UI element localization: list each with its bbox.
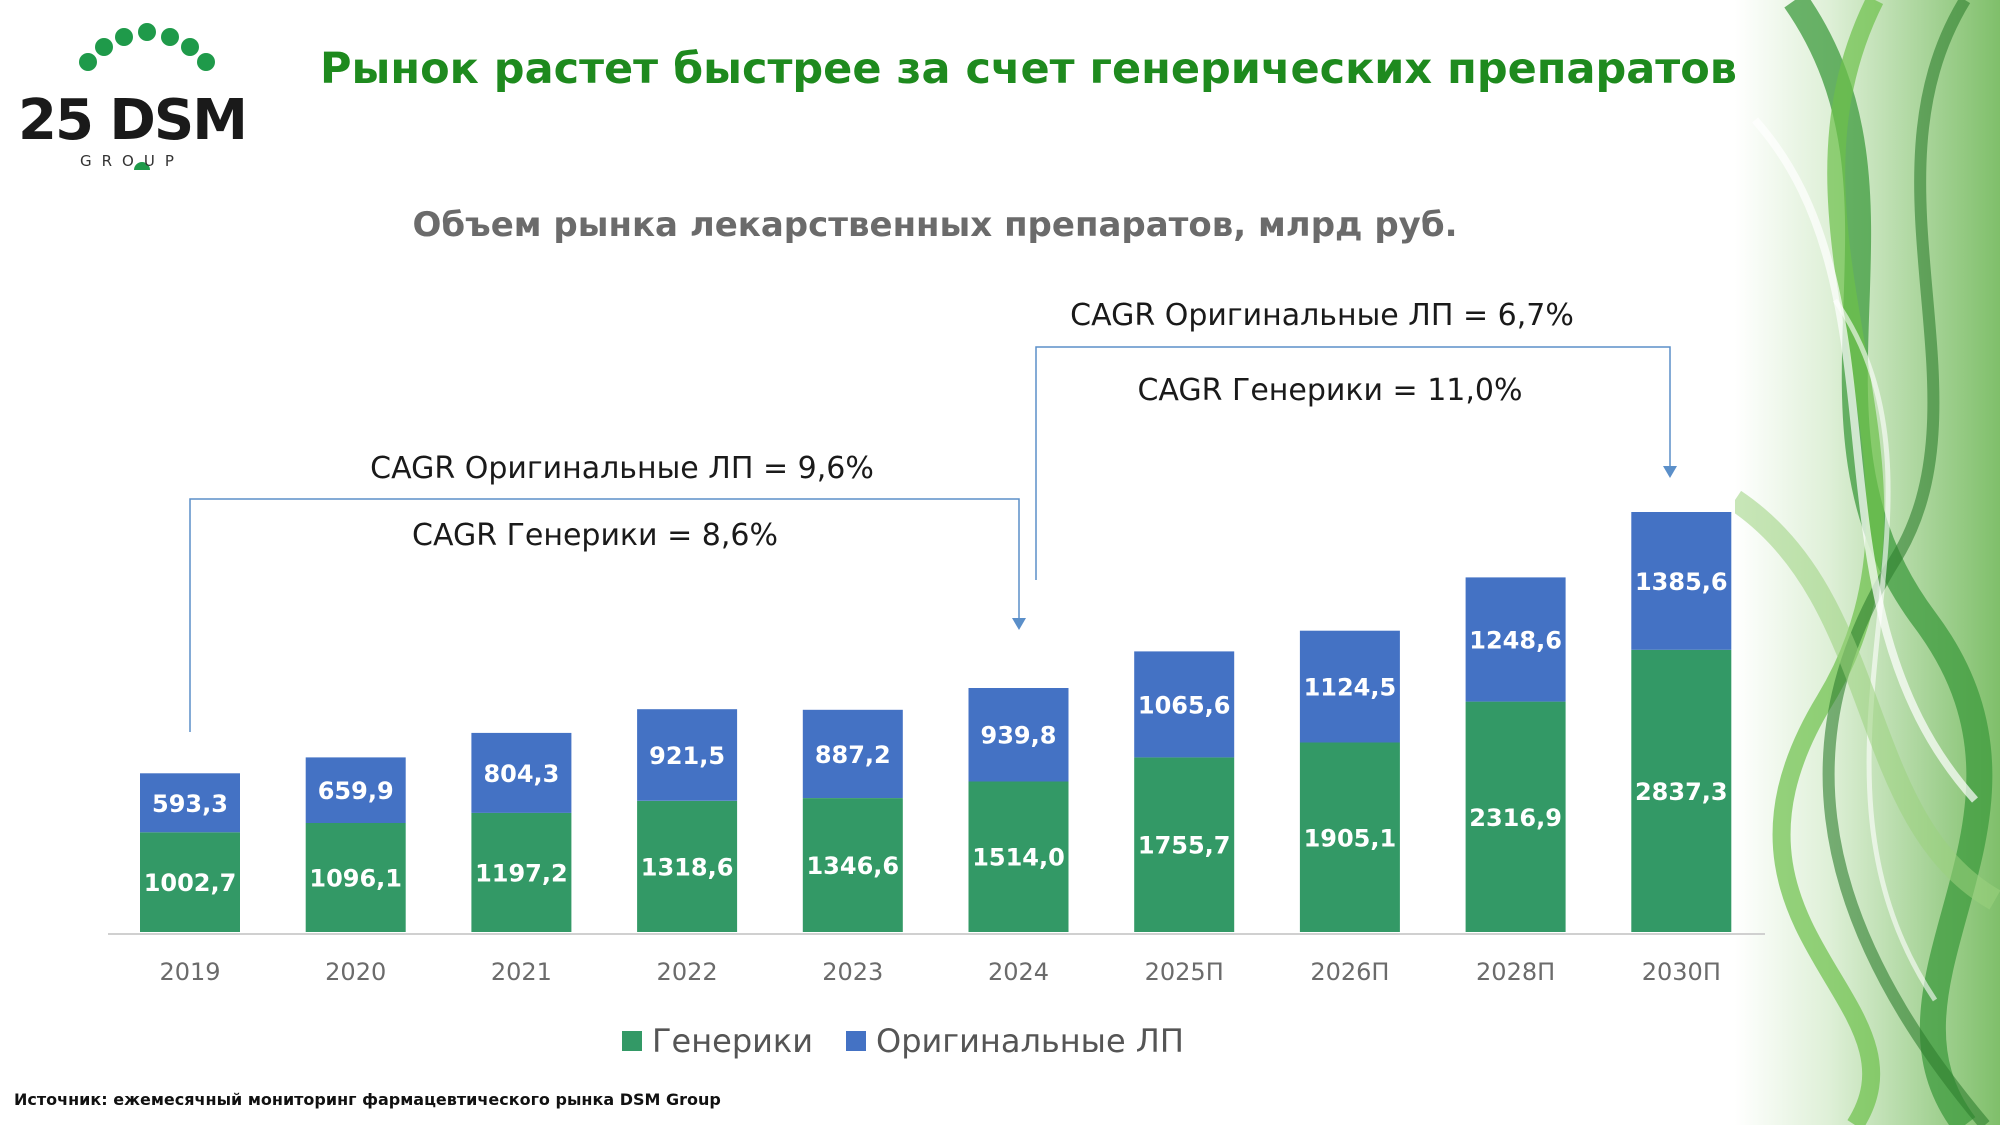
label-originals-2023: 887,2: [815, 741, 891, 769]
x-tick-2021: 2021: [491, 958, 552, 986]
slide-title: Рынок растет быстрее за счет генерически…: [320, 44, 1737, 94]
x-tick-2030П: 2030П: [1642, 958, 1721, 986]
x-tick-2024: 2024: [988, 958, 1049, 986]
label-originals-2030П: 1385,6: [1635, 568, 1728, 596]
bar-generics-2023: [802, 798, 903, 932]
x-tick-2023: 2023: [822, 958, 883, 986]
bar-originals-2030П: [1631, 512, 1732, 650]
dsm-logo: 25 DSM GROUP: [12, 10, 272, 178]
bar-originals-2022: [637, 709, 738, 801]
bar-originals-2023: [802, 709, 903, 798]
label-generics-2028П: 2316,9: [1469, 804, 1562, 832]
legend-swatch-originals: [846, 1031, 866, 1051]
bar-generics-2021: [471, 812, 572, 932]
bar-originals-2024: [968, 688, 1069, 782]
x-tick-2019: 2019: [159, 958, 220, 986]
bar-originals-2020: [305, 757, 406, 823]
bar-generics-2024: [968, 781, 1069, 932]
label-originals-2028П: 1248,6: [1469, 627, 1562, 655]
cagr-arrow-2024: [1012, 618, 1026, 630]
label-generics-2019: 1002,7: [144, 869, 237, 897]
x-tick-2025П: 2025П: [1145, 958, 1224, 986]
cagr-generics-2019-2024: CAGR Генерики = 8,6%: [412, 518, 778, 553]
bar-generics-2030П: [1631, 649, 1732, 932]
legend-label-originals: Оригинальные ЛП: [876, 1022, 1184, 1060]
label-originals-2026П: 1124,5: [1304, 674, 1397, 702]
label-originals-2021: 804,3: [483, 760, 559, 788]
label-generics-2022: 1318,6: [641, 853, 734, 881]
chart-legend: Генерики Оригинальные ЛП: [622, 1022, 1184, 1060]
label-generics-2023: 1346,6: [806, 852, 899, 880]
label-originals-2020: 659,9: [318, 777, 394, 805]
label-originals-2024: 939,8: [981, 722, 1057, 750]
cagr-originals-2024-2030: CAGR Оригинальные ЛП = 6,7%: [1070, 298, 1574, 333]
bar-originals-2025П: [1134, 651, 1235, 758]
bar-originals-2019: [140, 773, 240, 833]
x-tick-2026П: 2026П: [1310, 958, 1389, 986]
cagr-bracket-2019-2024: [189, 498, 1020, 732]
chart-title: Объем рынка лекарственных препаратов, мл…: [413, 205, 1458, 245]
label-originals-2022: 921,5: [649, 742, 725, 770]
bar-generics-2028П: [1465, 701, 1566, 932]
label-generics-2020: 1096,1: [309, 865, 402, 893]
cagr-generics-2024-2030: CAGR Генерики = 11,0%: [1137, 373, 1522, 408]
x-tick-2022: 2022: [657, 958, 718, 986]
label-originals-2025П: 1065,6: [1138, 691, 1231, 719]
logo-subtext: GROUP: [80, 152, 184, 170]
label-generics-2021: 1197,2: [475, 860, 568, 888]
x-axis-ticks: 2019 2020 2021 2022 2023 2024 2025П 2026П 2028П 2…: [159, 958, 1720, 986]
label-generics-2026П: 1905,1: [1304, 824, 1397, 852]
bar-generics-2022: [637, 800, 738, 932]
bar-originals-2028П: [1465, 577, 1566, 702]
legend-label-generics: Генерики: [652, 1022, 813, 1060]
label-originals-2019: 593,3: [152, 790, 228, 818]
cagr-arrow-2030: [1663, 466, 1677, 478]
source-note: Источник: ежемесячный мониторинг фармаце…: [14, 1090, 721, 1109]
logo-text: 25 DSM: [18, 88, 248, 153]
chart-bars: 1002,7 593,3 1096,1 659,9 1197,2 804,3 1318,6 9…: [140, 512, 1732, 932]
bar-generics-2026П: [1299, 742, 1400, 932]
bar-originals-2021: [471, 732, 572, 813]
decorative-leaf-panel: [1735, 0, 2000, 1125]
cagr-originals-2019-2024: CAGR Оригинальные ЛП = 9,6%: [370, 451, 874, 486]
label-generics-2030П: 2837,3: [1635, 778, 1728, 806]
bar-generics-2019: [140, 832, 240, 932]
x-tick-2028П: 2028П: [1476, 958, 1555, 986]
bar-generics-2020: [305, 823, 406, 932]
cagr-bracket-2024-2030: [1035, 346, 1671, 580]
label-generics-2024: 1514,0: [972, 844, 1065, 872]
bar-originals-2026П: [1299, 630, 1400, 743]
x-tick-2020: 2020: [325, 958, 386, 986]
label-generics-2025П: 1755,7: [1138, 832, 1231, 860]
bar-generics-2025П: [1134, 757, 1235, 932]
legend-swatch-generics: [622, 1031, 642, 1051]
